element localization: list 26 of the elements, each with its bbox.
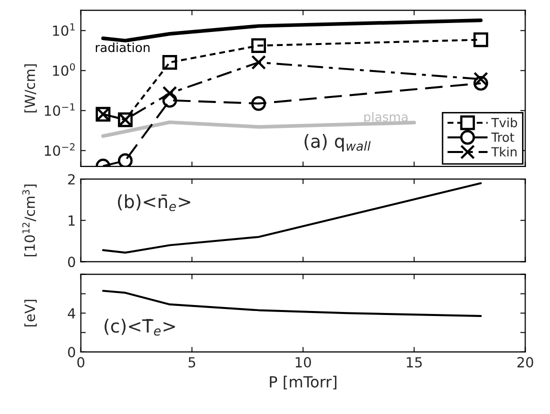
annotation: (c)<T̄$_{e}$> bbox=[104, 318, 175, 336]
x-tick-label: 0 bbox=[77, 357, 84, 368]
x-tick-label: 5 bbox=[188, 357, 196, 368]
y-tick-label: 10$^{−2}$ bbox=[44, 143, 75, 156]
y-tick-label: 2 bbox=[68, 174, 75, 184]
y-axis-title: [W/cm] bbox=[24, 64, 37, 112]
x-tick-label: 15 bbox=[406, 357, 422, 368]
legend-label: Tkin bbox=[491, 146, 517, 156]
y-tick-label: 10$^{−1}$ bbox=[44, 103, 75, 116]
legend-label: Tvib bbox=[491, 118, 518, 128]
y-axis-title: [eV] bbox=[24, 300, 37, 326]
x-tick-label: 10 bbox=[296, 357, 311, 368]
y-tick-label: 10$^{1}$ bbox=[53, 23, 75, 36]
x-tick-label: 20 bbox=[517, 357, 534, 368]
y-tick-label: 1 bbox=[68, 216, 75, 226]
annotation: (a) q$_{wall}$ bbox=[304, 134, 371, 152]
y-axis-title: [10$^{12}$/cm$^{3}$] bbox=[22, 184, 37, 256]
series-label: plasma bbox=[364, 112, 408, 124]
legend-label: Trot bbox=[491, 132, 514, 142]
y-tick-label: 10$^{0}$ bbox=[53, 63, 75, 76]
y-tick-label: 4 bbox=[68, 308, 76, 318]
y-tick-label: 0 bbox=[68, 256, 76, 268]
series-label: radiation bbox=[96, 42, 150, 52]
annotation: (b)<n̄$_{e}$> bbox=[118, 194, 190, 212]
x-axis-title: P [mTorr] bbox=[270, 376, 336, 390]
y-tick-label: 0 bbox=[68, 346, 76, 358]
